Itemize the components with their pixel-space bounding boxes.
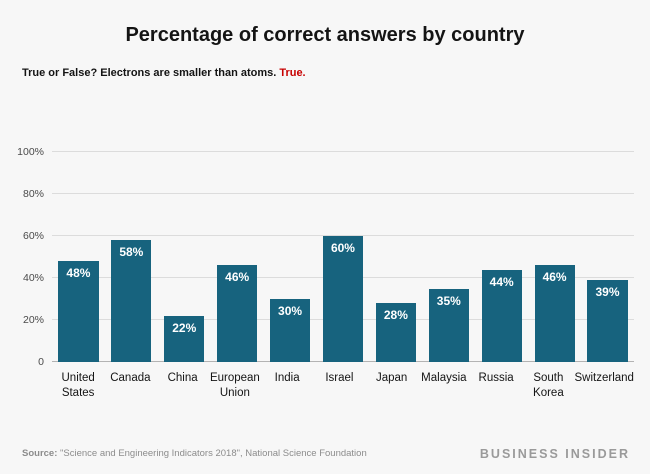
subtitle-question: True or False? Electrons are smaller tha… bbox=[22, 67, 277, 79]
bar-value-label: 30% bbox=[278, 304, 303, 318]
x-axis-labels: United States Canada China European Union In… bbox=[52, 371, 634, 401]
bar-column: 48% bbox=[52, 152, 105, 362]
y-tick-label: 60% bbox=[22, 230, 44, 242]
bar-column: 30% bbox=[264, 152, 317, 362]
bar-column: 44% bbox=[475, 152, 528, 362]
bar: 22% bbox=[164, 315, 205, 362]
bar-value-label: 22% bbox=[172, 320, 197, 335]
x-axis-label: Japan bbox=[375, 372, 408, 384]
bar-column: 60% bbox=[317, 152, 370, 362]
y-tick-label: 100% bbox=[17, 146, 44, 158]
x-axis-label: United States bbox=[61, 372, 95, 399]
bar: 48% bbox=[58, 261, 99, 362]
bar-column: 35% bbox=[422, 152, 475, 362]
bar-chart: 0 20% 40% 60% 80% 100% 48% 58% 22% 46% 30% 60% 28% 35… bbox=[17, 146, 634, 401]
gridline bbox=[52, 235, 634, 236]
bar-column: 28% bbox=[369, 152, 422, 362]
y-tick-label: 20% bbox=[22, 314, 44, 326]
y-tick-label: 80% bbox=[22, 188, 44, 200]
x-axis-label: Canada bbox=[110, 372, 151, 384]
bar: 28% bbox=[375, 303, 416, 362]
x-axis-label: European Union bbox=[209, 372, 260, 399]
bar-column: 46% bbox=[211, 152, 264, 362]
bar-value-label: 46% bbox=[225, 270, 250, 285]
bar-value-label: 46% bbox=[542, 270, 567, 285]
bar-value-label: 35% bbox=[436, 293, 461, 308]
x-axis-label: Israel bbox=[325, 372, 354, 384]
plot-area: 0 20% 40% 60% 80% 100% 48% 58% 22% 46% 30% 60% 28% 35… bbox=[17, 146, 634, 368]
bar: 30% bbox=[269, 299, 311, 362]
bar-value-label: 28% bbox=[383, 308, 408, 323]
bar: 44% bbox=[481, 269, 522, 362]
gridline bbox=[52, 151, 634, 152]
x-axis-label: South Korea bbox=[533, 372, 564, 399]
subtitle-answer: True. bbox=[279, 67, 306, 79]
x-axis-label: Switzerland bbox=[574, 372, 634, 384]
brand-logo: BUSINESS INSIDER bbox=[479, 447, 630, 461]
bar: 58% bbox=[111, 240, 152, 362]
chart-title: Percentage of correct answers by country bbox=[125, 24, 525, 46]
bar-value-label: 44% bbox=[489, 274, 514, 289]
bar: 46% bbox=[217, 265, 258, 362]
y-tick-label: 0 bbox=[38, 356, 44, 368]
bar-value-label: 48% bbox=[66, 266, 91, 281]
bar-column: 22% bbox=[158, 152, 211, 362]
bars-container: 48% 58% 22% 46% 30% 60% 28% 35% 44% 46% 39% bbox=[52, 152, 634, 362]
chart-subtitle: True or False? Electrons are smaller tha… bbox=[22, 67, 650, 79]
bar: 39% bbox=[587, 280, 628, 362]
x-axis-label: India bbox=[274, 372, 300, 384]
gridline bbox=[52, 193, 634, 194]
bar: 60% bbox=[322, 236, 364, 362]
bar-column: 46% bbox=[528, 152, 581, 362]
x-axis-label: China bbox=[167, 372, 198, 384]
bar-value-label: 60% bbox=[330, 241, 355, 255]
bar-column: 58% bbox=[105, 152, 158, 362]
x-axis-label: Russia bbox=[478, 372, 514, 384]
bar: 35% bbox=[428, 288, 469, 362]
y-tick-label: 40% bbox=[22, 272, 44, 284]
bar: 46% bbox=[534, 265, 575, 362]
x-axis-label: Malaysia bbox=[421, 372, 467, 384]
bar-value-label: 58% bbox=[119, 245, 144, 260]
bar-column: 39% bbox=[581, 152, 634, 362]
bar-value-label: 39% bbox=[595, 285, 620, 300]
